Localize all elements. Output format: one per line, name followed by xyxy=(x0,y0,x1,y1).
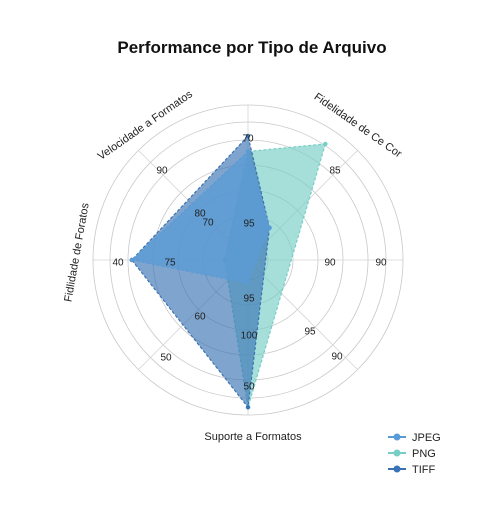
tick-label: 95 xyxy=(243,294,255,305)
radial-tick-labels: 70 85 90 90 95 90 50 50 60 40 75 80 90 70 95 95 100 xyxy=(112,134,387,393)
tick-label: 50 xyxy=(160,353,172,364)
series-point-jpeg xyxy=(245,149,251,154)
series-point-jpeg xyxy=(245,281,251,286)
series-layer xyxy=(129,133,328,410)
legend-label-jpeg: JPEG xyxy=(412,432,441,444)
legend-label-tiff: TIFF xyxy=(412,464,435,476)
axis-label-speed: Velocidade a Formatos xyxy=(96,88,195,163)
series-point-tiff xyxy=(245,133,251,139)
chart-title: Performance por Tipo de Arquivo xyxy=(117,38,386,57)
series-point-tiff xyxy=(245,405,251,410)
legend: JPEG PNG TIFF xyxy=(388,432,441,476)
tick-label: 80 xyxy=(194,209,206,220)
tick-label: 90 xyxy=(156,166,168,177)
legend-marker-tiff xyxy=(393,465,401,473)
tick-label: 70 xyxy=(202,218,214,229)
tick-label: 100 xyxy=(241,331,258,342)
tick-label: 95 xyxy=(304,327,316,338)
axis-label-format-support: Suporte a Formatos xyxy=(204,431,302,443)
legend-marker-jpeg xyxy=(393,433,401,441)
tick-label: 40 xyxy=(112,258,124,269)
tick-label: 85 xyxy=(329,166,341,177)
tick-label: 95 xyxy=(243,219,255,230)
series-area-jpeg xyxy=(130,150,271,284)
tick-label: 90 xyxy=(375,258,387,269)
tick-label: 75 xyxy=(164,258,176,269)
tick-label: 90 xyxy=(331,352,343,363)
legend-label-png: PNG xyxy=(412,448,436,460)
tick-label: 60 xyxy=(194,312,206,323)
axis-label-format-fidelity: Fidlidade de Foratos xyxy=(62,202,91,303)
legend-marker-png xyxy=(393,449,401,457)
tick-label: 70 xyxy=(242,134,254,145)
series-point-png xyxy=(323,141,328,147)
tick-label: 50 xyxy=(243,382,255,393)
tick-label: 90 xyxy=(324,258,336,269)
series-point-jpeg xyxy=(129,257,134,263)
series-point-jpeg xyxy=(267,225,272,230)
